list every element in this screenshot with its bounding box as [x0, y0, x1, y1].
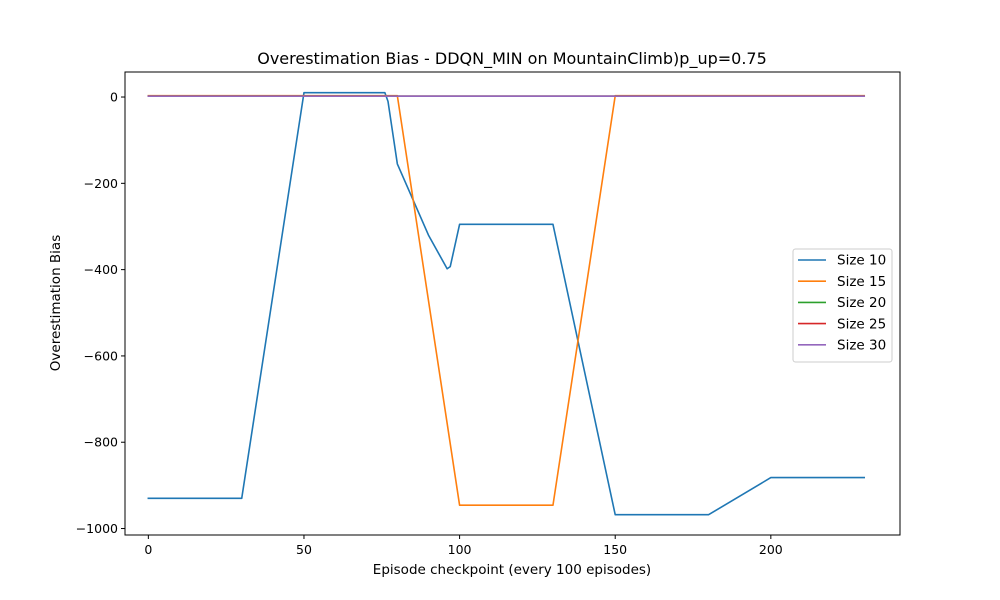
y-tick-label: −200 [84, 176, 118, 191]
y-tick-label: −1000 [76, 521, 118, 536]
x-tick-label: 0 [144, 542, 152, 557]
chart-title: Overestimation Bias - DDQN_MIN on Mounta… [257, 49, 767, 69]
legend: Size 10 Size 15 Size 20 Size 25 Size 30 [792, 248, 893, 363]
y-tick-label: 0 [110, 90, 118, 105]
x-tick-label: 100 [448, 542, 472, 557]
y-tick-label: −600 [84, 348, 118, 363]
y-tick-label: −800 [84, 435, 118, 450]
x-axis: 0 50 100 150 200 [144, 535, 783, 557]
series-line-size-10 [147, 91, 866, 516]
legend-label: Size 25 [837, 316, 886, 332]
legend-label: Size 10 [837, 253, 886, 269]
legend-label: Size 20 [837, 295, 886, 311]
x-tick-label: 50 [296, 542, 312, 557]
y-axis-label: Overestimation Bias [48, 235, 64, 371]
legend-label: Size 15 [837, 274, 886, 290]
legend-frame [792, 248, 893, 363]
plot-area [147, 91, 866, 516]
y-tick-label: −400 [84, 262, 118, 277]
x-axis-label: Episode checkpoint (every 100 episodes) [373, 562, 651, 578]
x-tick-label: 150 [603, 542, 627, 557]
axes-frame [124, 71, 901, 536]
legend-label: Size 30 [837, 338, 886, 354]
x-tick-label: 200 [759, 542, 783, 557]
y-axis: 0 −200 −400 −600 −800 −1000 [76, 90, 125, 536]
